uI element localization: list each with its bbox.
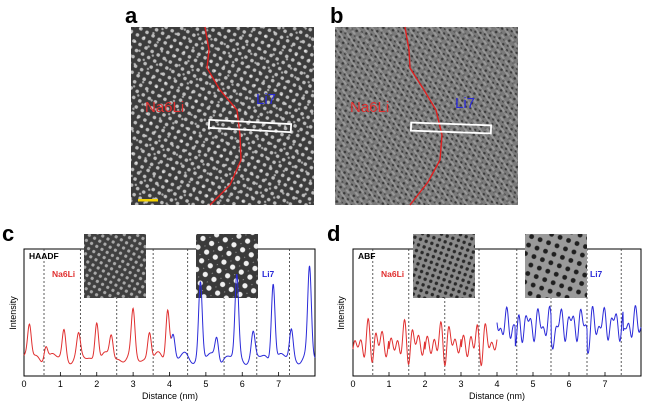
panel-a-profile-box [207, 118, 293, 134]
panel-c-x-axis-label: Distance (nm) [142, 391, 198, 401]
panel-c-tag: HAADF [29, 251, 59, 261]
panel-b-label: b [330, 3, 343, 28]
panel-c-series-li7 [170, 265, 316, 365]
panel-d-x-axis-label: Distance (nm) [469, 391, 525, 401]
panel-c-li7-label: Li7 [262, 269, 275, 279]
panel-d-tag: ABF [358, 251, 375, 261]
panel-d: d ABF Na6Li Li7 0 1 2 3 4 5 6 7 Distance (nm) I… [327, 221, 642, 401]
panel-c-label: c [2, 221, 14, 246]
panel-d-plot-frame [352, 248, 642, 377]
panel-d-series-li7 [496, 305, 642, 355]
panel-c-na6li-label: Na6Li [52, 269, 75, 279]
panel-c-x-ticks: 0 1 2 3 4 5 6 7 [21, 372, 281, 389]
panel-c-inset-li7 [196, 234, 258, 298]
panel-c-series-na6li [23, 307, 172, 365]
x-tick-label: 6 [240, 379, 245, 389]
panel-c-inset-na6li [84, 234, 146, 298]
x-tick-label: 5 [203, 379, 208, 389]
x-tick-label: 2 [422, 379, 427, 389]
panel-d-x-ticks: 0 1 2 3 4 5 6 7 [350, 372, 608, 389]
panel-d-li7-label: Li7 [590, 269, 603, 279]
x-tick-label: 6 [566, 379, 571, 389]
panel-d-y-axis-label: Intensity [336, 296, 346, 330]
panel-a-na6li-label: Na6Li [145, 99, 184, 116]
panel-b-profile-box [409, 121, 493, 135]
panel-a: a Na6Li Li7 [125, 3, 314, 206]
scale-bar [138, 199, 158, 202]
panel-d-inset-li7 [525, 234, 587, 298]
x-tick-label: 1 [58, 379, 63, 389]
panel-c-y-axis-label: Intensity [8, 296, 18, 330]
panel-b-interface-line [404, 26, 443, 206]
x-tick-label: 2 [94, 379, 99, 389]
x-tick-label: 3 [458, 379, 463, 389]
panel-a-label: a [125, 3, 138, 28]
panel-b: b Na6Li Li7 [330, 3, 518, 206]
x-tick-label: 7 [276, 379, 281, 389]
panel-a-li7-label: Li7 [256, 91, 276, 108]
panel-c: c HAADF Na6Li Li7 0 1 2 3 4 5 6 7 Distance (nm)… [2, 221, 316, 401]
x-tick-label: 4 [494, 379, 499, 389]
x-tick-label: 5 [530, 379, 535, 389]
x-tick-label: 4 [167, 379, 172, 389]
panel-b-na6li-label: Na6Li [350, 99, 389, 116]
panel-b-li7-label: Li7 [455, 95, 475, 112]
panel-a-interface-line [204, 26, 242, 206]
panel-c-plot-frame [23, 248, 316, 377]
x-tick-label: 0 [350, 379, 355, 389]
x-tick-label: 0 [21, 379, 26, 389]
x-tick-label: 3 [131, 379, 136, 389]
panel-d-series-na6li [352, 317, 498, 367]
x-tick-label: 7 [602, 379, 607, 389]
panel-d-label: d [327, 221, 340, 246]
panel-d-inset-na6li [413, 234, 475, 298]
panel-d-na6li-label: Na6Li [381, 269, 404, 279]
x-tick-label: 1 [386, 379, 391, 389]
